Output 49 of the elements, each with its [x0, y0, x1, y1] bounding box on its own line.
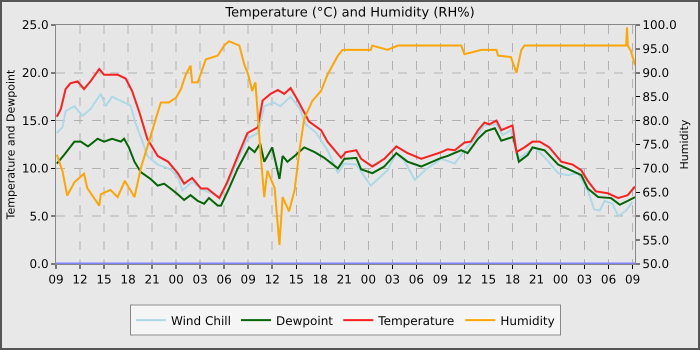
- x-tick-label: 03: [576, 272, 592, 286]
- y-tick-label: 5.0: [30, 209, 49, 224]
- y2-tick-label: 60.0: [642, 209, 670, 224]
- x-tick-label: 18: [312, 272, 328, 286]
- x-tick-label: 18: [504, 272, 520, 286]
- x-tick-label: 15: [480, 272, 496, 286]
- y2-tick-label: 80.0: [642, 114, 670, 128]
- legend-label: Wind Chill: [171, 314, 231, 328]
- x-tick-label: 12: [72, 272, 88, 286]
- y2-tick-label: 100.0: [642, 18, 677, 32]
- y-tick-label: 10.0: [22, 162, 49, 176]
- legend-label: Humidity: [500, 314, 555, 328]
- y2-tick-label: 75.0: [642, 138, 670, 152]
- chart-title: Temperature (°C) and Humidity (RH%): [224, 5, 475, 20]
- x-tick-label: 12: [264, 272, 280, 286]
- x-tick-label: 03: [192, 272, 208, 286]
- x-tick-label: 12: [456, 272, 472, 286]
- x-tick-label: 03: [384, 272, 400, 286]
- y2-tick-label: 50.0: [642, 257, 670, 272]
- y2-tick-label: 90.0: [642, 66, 670, 80]
- x-tick-label: 09: [624, 272, 640, 286]
- x-tick-label: 06: [408, 272, 424, 286]
- y2-tick-label: 85.0: [642, 90, 670, 104]
- y2-tick-label: 70.0: [642, 162, 670, 176]
- legend-label: Dewpoint: [276, 314, 334, 328]
- x-tick-label: 18: [120, 272, 136, 286]
- x-tick-label: 00: [552, 272, 568, 286]
- x-tick-label: 21: [144, 272, 160, 286]
- y2-tick-label: 65.0: [642, 186, 670, 200]
- y-tick-label: 20.0: [22, 66, 49, 80]
- y-tick-label: 0.0: [30, 257, 49, 272]
- x-tick-label: 09: [240, 272, 256, 286]
- y2-tick-label: 55.0: [642, 233, 670, 248]
- x-tick-label: 09: [432, 272, 448, 286]
- y-tick-label: 15.0: [22, 114, 49, 128]
- x-tick-label: 09: [48, 272, 64, 286]
- y-axis-title: Temperature and Dewpoint: [4, 68, 18, 220]
- y2-axis-title: Humidity: [678, 119, 691, 170]
- x-tick-label: 06: [600, 272, 616, 286]
- legend-label: Temperature: [377, 314, 454, 328]
- y-tick-label: 25.0: [22, 18, 49, 32]
- x-tick-label: 00: [360, 272, 376, 286]
- y2-tick-label: 95.0: [642, 42, 670, 56]
- x-tick-label: 06: [216, 272, 232, 286]
- x-tick-label: 15: [288, 272, 304, 286]
- x-tick-label: 00: [168, 272, 184, 286]
- x-tick-label: 15: [96, 272, 112, 286]
- x-tick-label: 21: [528, 272, 544, 286]
- x-tick-label: 21: [336, 272, 352, 286]
